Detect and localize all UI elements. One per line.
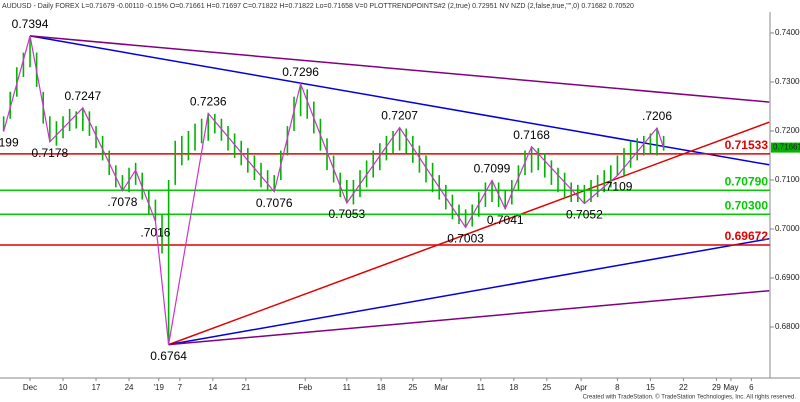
x-tick-label: 24 bbox=[125, 383, 134, 392]
swing-label: 0.7296 bbox=[282, 65, 319, 79]
swing-label: 0.7003 bbox=[447, 232, 484, 246]
chart-header: AUDUSD - Daily FOREX L=0.71679 -0.00110 … bbox=[2, 3, 634, 10]
swing-label: 0.7236 bbox=[190, 95, 227, 109]
x-tick-label: 22 bbox=[679, 383, 688, 392]
x-tick-label: 18 bbox=[509, 383, 518, 392]
x-tick-label: 25 bbox=[542, 383, 551, 392]
swing-label: .7078 bbox=[107, 195, 137, 209]
level-label: 0.71533 bbox=[725, 138, 769, 152]
x-tick-label: 17 bbox=[92, 383, 101, 392]
swing-line bbox=[3, 35, 665, 345]
x-tick-label: 11 bbox=[343, 383, 352, 392]
trendline bbox=[29, 35, 770, 166]
swing-label: 0.6764 bbox=[150, 349, 187, 363]
swing-label: 0.7041 bbox=[487, 213, 524, 227]
level-label: 0.70790 bbox=[725, 174, 769, 188]
swing-label: 0.7207 bbox=[381, 109, 418, 123]
swing-label: 0.7168 bbox=[513, 128, 550, 142]
y-tick-label: 0.74000 bbox=[775, 28, 800, 37]
trendline bbox=[168, 238, 770, 346]
swing-label: .7206 bbox=[642, 109, 672, 123]
swing-label: .7016 bbox=[140, 225, 170, 239]
x-tick-label: 15 bbox=[646, 383, 655, 392]
x-tick-label: 21 bbox=[241, 383, 250, 392]
trendline bbox=[168, 121, 770, 346]
swing-label: 0.7052 bbox=[566, 208, 603, 222]
last-price-box bbox=[771, 142, 800, 153]
x-tick-label: 18 bbox=[377, 383, 386, 392]
level-label: 0.69672 bbox=[725, 229, 769, 243]
x-tick-label: May bbox=[723, 383, 738, 392]
x-tick-label: 8 bbox=[615, 383, 620, 392]
x-tick-label: 7 bbox=[178, 383, 183, 392]
x-tick-label: 10 bbox=[59, 383, 68, 392]
x-tick-label: '19 bbox=[154, 383, 165, 392]
last-price-label: 0.71661 bbox=[773, 143, 800, 152]
x-tick-label: 11 bbox=[477, 383, 486, 392]
swing-label: .7199 bbox=[0, 136, 19, 150]
x-tick-label: 29 bbox=[712, 383, 721, 392]
footer: Created with TradeStation. © TradeStatio… bbox=[583, 394, 797, 401]
x-tick-label: 6 bbox=[749, 383, 754, 392]
x-tick-label: Dec bbox=[23, 383, 37, 392]
swing-label: 0.7178 bbox=[31, 146, 68, 160]
swing-label: 0.7053 bbox=[328, 207, 365, 221]
x-tick-label: Apr bbox=[575, 383, 588, 392]
swing-label: .7109 bbox=[602, 180, 632, 194]
x-tick-label: Mar bbox=[434, 383, 448, 392]
trendline bbox=[168, 289, 770, 346]
swing-label: 0.7076 bbox=[256, 196, 293, 210]
x-tick-label: Feb bbox=[298, 383, 312, 392]
x-tick-label: 25 bbox=[408, 383, 417, 392]
level-label: 0.70300 bbox=[725, 198, 769, 212]
swing-label: 0.7394 bbox=[12, 17, 49, 31]
swing-label: 0.7099 bbox=[474, 162, 511, 176]
swing-label: 0.7247 bbox=[64, 89, 101, 103]
trendline bbox=[29, 35, 770, 103]
x-tick-label: 14 bbox=[208, 383, 217, 392]
